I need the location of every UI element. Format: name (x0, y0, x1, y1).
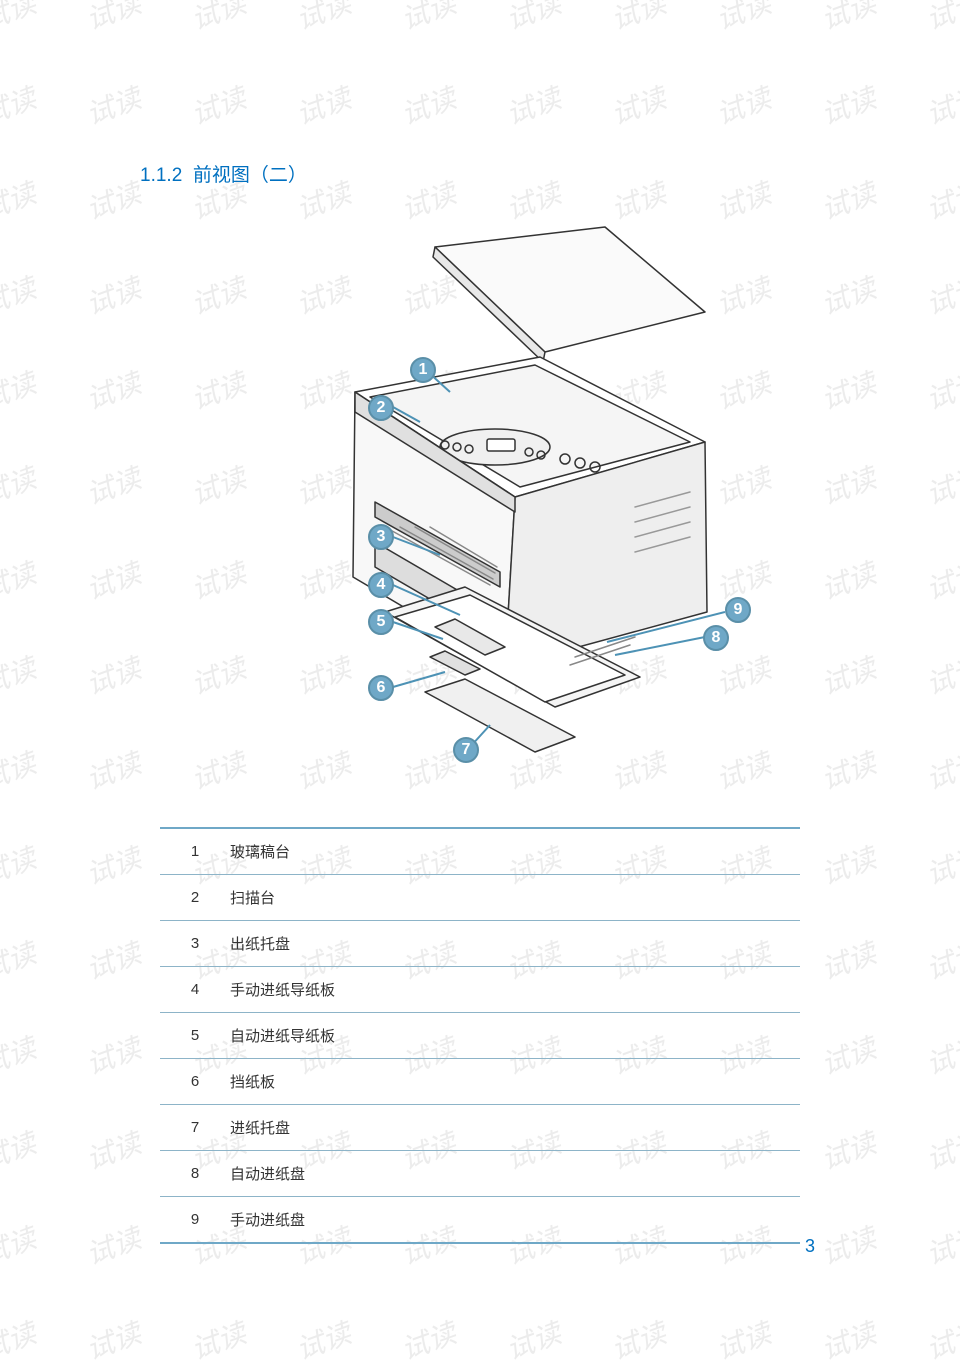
row-label: 玻璃稿台 (230, 828, 800, 875)
table-row: 8自动进纸盘 (160, 1151, 800, 1197)
row-label: 挡纸板 (230, 1059, 800, 1105)
row-number: 6 (160, 1059, 230, 1105)
printer-diagram: 1 2 3 4 5 6 7 8 9 (235, 217, 725, 777)
row-label: 出纸托盘 (230, 921, 800, 967)
callout-2: 2 (368, 395, 394, 421)
watermark-text: 试读 (185, 1312, 251, 1368)
row-number: 4 (160, 967, 230, 1013)
watermark-text: 试读 (395, 1312, 461, 1368)
row-label: 自动进纸导纸板 (230, 1013, 800, 1059)
table-row: 2扫描台 (160, 875, 800, 921)
row-number: 3 (160, 921, 230, 967)
callout-9: 9 (725, 597, 751, 623)
table-row: 7进纸托盘 (160, 1105, 800, 1151)
watermark-text: 试读 (0, 1312, 41, 1368)
watermark-text: 试读 (290, 1312, 356, 1368)
printer-svg (235, 217, 725, 777)
diagram-container: 1 2 3 4 5 6 7 8 9 (135, 217, 825, 777)
watermark-text: 试读 (710, 1312, 776, 1368)
row-label: 进纸托盘 (230, 1105, 800, 1151)
callout-7: 7 (453, 737, 479, 763)
section-title-text: 前视图（二） (193, 165, 307, 186)
row-number: 2 (160, 875, 230, 921)
table-row: 6挡纸板 (160, 1059, 800, 1105)
parts-table: 1玻璃稿台2扫描台3出纸托盘4手动进纸导纸板5自动进纸导纸板6挡纸板7进纸托盘8… (160, 827, 800, 1244)
callout-1: 1 (410, 357, 436, 383)
callout-8: 8 (703, 625, 729, 651)
section-number: 1.1.2 (140, 165, 182, 186)
callout-5: 5 (368, 609, 394, 635)
table-row: 1玻璃稿台 (160, 828, 800, 875)
section-heading: 1.1.2 前视图（二） (135, 160, 825, 187)
watermark-text: 试读 (80, 1312, 146, 1368)
row-label: 扫描台 (230, 875, 800, 921)
watermark-text: 试读 (605, 1312, 671, 1368)
row-label: 手动进纸盘 (230, 1197, 800, 1244)
callout-6: 6 (368, 675, 394, 701)
watermark-text: 试读 (920, 1312, 960, 1368)
table-row: 5自动进纸导纸板 (160, 1013, 800, 1059)
row-number: 9 (160, 1197, 230, 1244)
row-number: 8 (160, 1151, 230, 1197)
table-row: 3出纸托盘 (160, 921, 800, 967)
callout-4: 4 (368, 572, 394, 598)
row-label: 手动进纸导纸板 (230, 967, 800, 1013)
table-row: 4手动进纸导纸板 (160, 967, 800, 1013)
watermark-text: 试读 (815, 1312, 881, 1368)
page-content: 1.1.2 前视图（二） (0, 0, 960, 1244)
parts-table-container: 1玻璃稿台2扫描台3出纸托盘4手动进纸导纸板5自动进纸导纸板6挡纸板7进纸托盘8… (160, 827, 800, 1244)
row-label: 自动进纸盘 (230, 1151, 800, 1197)
row-number: 5 (160, 1013, 230, 1059)
table-row: 9手动进纸盘 (160, 1197, 800, 1244)
watermark-text: 试读 (500, 1312, 566, 1368)
callout-3: 3 (368, 524, 394, 550)
row-number: 7 (160, 1105, 230, 1151)
row-number: 1 (160, 828, 230, 875)
